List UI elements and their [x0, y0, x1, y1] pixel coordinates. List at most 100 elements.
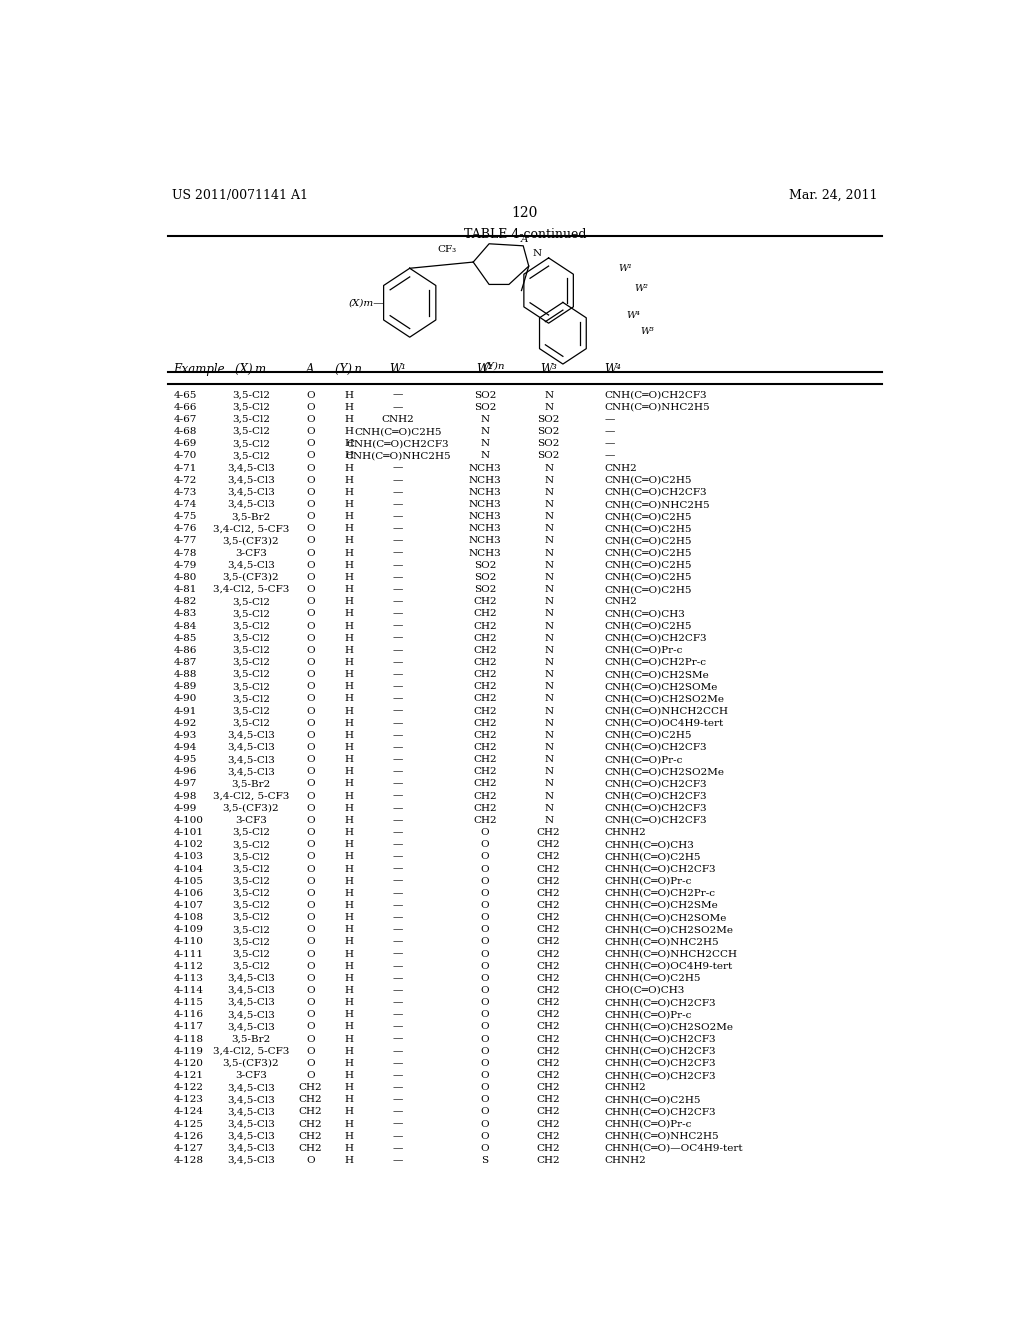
Text: N: N	[544, 536, 553, 545]
Text: 4-124: 4-124	[173, 1107, 203, 1117]
Text: H: H	[344, 573, 353, 582]
Text: H: H	[344, 876, 353, 886]
Text: N: N	[544, 694, 553, 704]
Text: N: N	[544, 743, 553, 752]
Text: 4-75: 4-75	[173, 512, 197, 521]
Text: 4-95: 4-95	[173, 755, 197, 764]
Text: Mar. 24, 2011: Mar. 24, 2011	[790, 189, 878, 202]
Text: N: N	[544, 780, 553, 788]
Text: 3,4,5-Cl3: 3,4,5-Cl3	[227, 488, 275, 496]
Text: CH2: CH2	[537, 902, 560, 909]
Text: N: N	[544, 610, 553, 618]
Text: 3,5-Cl2: 3,5-Cl2	[232, 865, 270, 874]
Text: H: H	[344, 913, 353, 923]
Text: NCH3: NCH3	[469, 500, 502, 510]
Text: 4-123: 4-123	[173, 1096, 203, 1105]
Text: —: —	[392, 925, 403, 935]
Text: O: O	[306, 925, 314, 935]
Text: 120: 120	[512, 206, 538, 220]
Text: 4-126: 4-126	[173, 1131, 203, 1140]
Text: 3,4,5-Cl3: 3,4,5-Cl3	[227, 1107, 275, 1117]
Text: SO2: SO2	[538, 451, 560, 461]
Text: CNH(C═O)CH2CF3: CNH(C═O)CH2CF3	[604, 816, 707, 825]
Text: SO2: SO2	[538, 440, 560, 449]
Text: H: H	[344, 1047, 353, 1056]
Text: —: —	[604, 451, 614, 461]
Text: 4-111: 4-111	[173, 949, 203, 958]
Text: 3,4,5-Cl3: 3,4,5-Cl3	[227, 731, 275, 741]
Text: 4-66: 4-66	[173, 403, 197, 412]
Text: —: —	[392, 1156, 403, 1166]
Text: N: N	[480, 414, 489, 424]
Text: 4-84: 4-84	[173, 622, 197, 631]
Text: —: —	[392, 1071, 403, 1080]
Text: SO2: SO2	[538, 414, 560, 424]
Text: O: O	[481, 888, 489, 898]
Text: H: H	[344, 804, 353, 813]
Text: —: —	[392, 391, 403, 400]
Text: —: —	[604, 440, 614, 449]
Text: O: O	[306, 451, 314, 461]
Text: 4-104: 4-104	[173, 865, 203, 874]
Text: 3,5-(CF3)2: 3,5-(CF3)2	[222, 573, 280, 582]
Text: 3,5-Cl2: 3,5-Cl2	[232, 634, 270, 643]
Text: O: O	[481, 841, 489, 849]
Text: O: O	[481, 1144, 489, 1152]
Text: O: O	[306, 888, 314, 898]
Text: 4-118: 4-118	[173, 1035, 203, 1044]
Text: CHNH(C═O)C2H5: CHNH(C═O)C2H5	[604, 1096, 700, 1105]
Text: —: —	[392, 1096, 403, 1105]
Text: CH2: CH2	[537, 1010, 560, 1019]
Text: H: H	[344, 743, 353, 752]
Text: CH2: CH2	[299, 1096, 323, 1105]
Text: CHNH(C═O)CH3: CHNH(C═O)CH3	[604, 841, 694, 849]
Text: W³: W³	[541, 363, 557, 376]
Text: CF₃: CF₃	[437, 246, 457, 255]
Text: 3,4,5-Cl3: 3,4,5-Cl3	[227, 463, 275, 473]
Text: O: O	[481, 1059, 489, 1068]
Text: —: —	[392, 573, 403, 582]
Text: —: —	[392, 694, 403, 704]
Text: NCH3: NCH3	[469, 549, 502, 557]
Text: CH2: CH2	[299, 1107, 323, 1117]
Text: O: O	[306, 657, 314, 667]
Text: —: —	[392, 1047, 403, 1056]
Text: O: O	[306, 610, 314, 618]
Text: 3,4,5-Cl3: 3,4,5-Cl3	[227, 1156, 275, 1166]
Text: 3,5-Cl2: 3,5-Cl2	[232, 597, 270, 606]
Text: 3-CF3: 3-CF3	[236, 816, 267, 825]
Text: —: —	[392, 682, 403, 692]
Text: H: H	[344, 1107, 353, 1117]
Text: 4-98: 4-98	[173, 792, 197, 801]
Text: 3,5-Cl2: 3,5-Cl2	[232, 682, 270, 692]
Text: CNH(C═O)NHC2H5: CNH(C═O)NHC2H5	[604, 403, 710, 412]
Text: —: —	[392, 610, 403, 618]
Text: O: O	[306, 512, 314, 521]
Text: H: H	[344, 718, 353, 727]
Text: Example: Example	[173, 363, 225, 376]
Text: CH2: CH2	[537, 876, 560, 886]
Text: O: O	[481, 974, 489, 983]
Text: O: O	[306, 500, 314, 510]
Text: 4-128: 4-128	[173, 1156, 203, 1166]
Text: H: H	[344, 865, 353, 874]
Text: 3,5-Cl2: 3,5-Cl2	[232, 403, 270, 412]
Text: CHNH(C═O)OC4H9-tert: CHNH(C═O)OC4H9-tert	[604, 962, 732, 970]
Text: SO2: SO2	[474, 403, 497, 412]
Text: H: H	[344, 414, 353, 424]
Text: H: H	[344, 780, 353, 788]
Text: CNH(C═O)CH2SO2Me: CNH(C═O)CH2SO2Me	[604, 694, 724, 704]
Text: H: H	[344, 986, 353, 995]
Text: CNH(C═O)CH3: CNH(C═O)CH3	[604, 610, 685, 618]
Text: 3,5-Br2: 3,5-Br2	[231, 1035, 270, 1044]
Text: 4-103: 4-103	[173, 853, 203, 862]
Text: CH2: CH2	[473, 792, 497, 801]
Text: N: N	[544, 718, 553, 727]
Text: O: O	[306, 671, 314, 678]
Text: N: N	[544, 585, 553, 594]
Text: (X) m: (X) m	[236, 363, 266, 376]
Text: —: —	[392, 731, 403, 741]
Text: 4-65: 4-65	[173, 391, 197, 400]
Text: 3,4-Cl2, 5-CF3: 3,4-Cl2, 5-CF3	[213, 1047, 289, 1056]
Text: CH2: CH2	[537, 1156, 560, 1166]
